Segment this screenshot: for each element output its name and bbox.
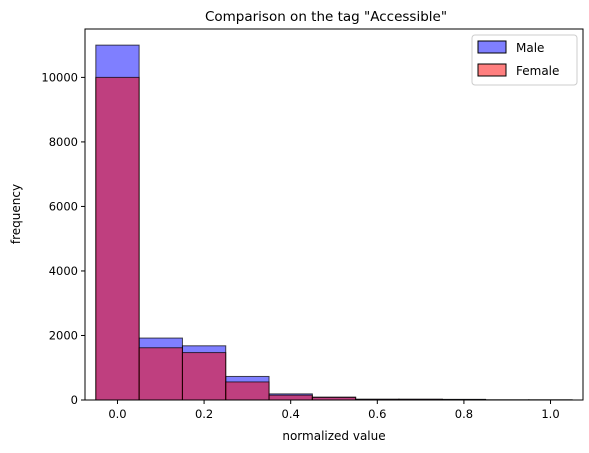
bar-female-2 (181, 352, 227, 401)
x-tick-label: 0.4 (282, 407, 300, 421)
legend-swatch-female (477, 63, 507, 77)
y-tick-label: 6000 (49, 199, 78, 213)
y-tick-label: 8000 (49, 135, 78, 149)
plot-frame (84, 28, 584, 401)
legend-label-male: Male (516, 41, 544, 55)
x-tick-label: 0.0 (108, 407, 126, 421)
x-tick-label: 0.6 (368, 407, 386, 421)
legend: Male Female (471, 34, 578, 86)
bar-female-1 (138, 347, 183, 401)
legend-label-female: Female (516, 64, 559, 78)
y-tick-label: 10000 (41, 70, 78, 84)
x-tick-label: 1.0 (541, 407, 559, 421)
bar-female-0 (95, 76, 140, 401)
chart-title: Comparison on the tag "Accessible" (205, 9, 447, 25)
bar-female-3 (225, 381, 270, 401)
y-tick-label: 4000 (49, 264, 78, 278)
x-axis-label: normalized value (282, 429, 385, 443)
bar-female-4 (268, 394, 313, 401)
legend-swatch-male (477, 40, 507, 54)
x-tick-label: 0.8 (455, 407, 473, 421)
x-tick-label: 0.2 (195, 407, 213, 421)
y-axis-label: frequency (9, 184, 23, 244)
ticks-group: 0.0 0.2 0.4 0.6 0.8 1.0 0 2000 4000 6000 8000 10000 (41, 70, 559, 421)
y-tick-label: 2000 (49, 328, 78, 342)
y-tick-label: 0 (71, 393, 78, 407)
bars-group (95, 44, 573, 401)
